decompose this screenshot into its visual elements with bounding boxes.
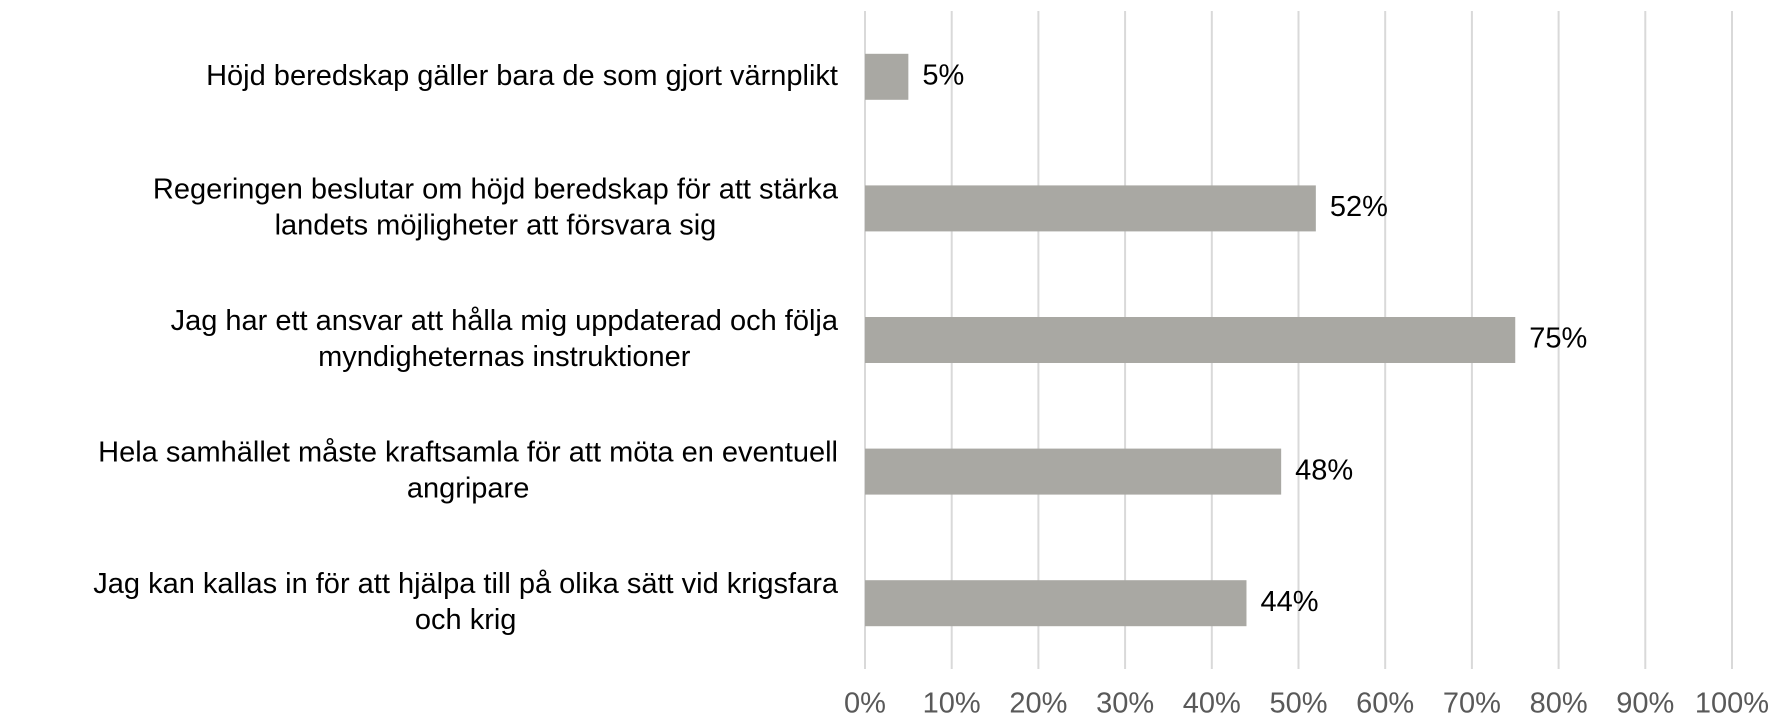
bar — [865, 185, 1316, 232]
category-label-line: landets möjligheter att försvara sig — [275, 209, 717, 241]
x-tick-label: 90% — [1616, 688, 1674, 719]
x-tick-label: 20% — [1009, 688, 1067, 719]
category-label-line: Höjd beredskap gäller bara de som gjort … — [206, 59, 838, 91]
x-tick-label: 100% — [1695, 688, 1769, 719]
value-label: 75% — [1529, 323, 1587, 355]
value-label: 48% — [1295, 454, 1353, 486]
value-label: 52% — [1330, 191, 1388, 223]
value-label: 5% — [922, 59, 964, 91]
category-label-line: och krig — [415, 604, 517, 636]
category-label-line: Regeringen beslutar om höjd beredskap fö… — [153, 173, 839, 205]
category-label: Regeringen beslutar om höjd beredskap fö… — [153, 173, 839, 241]
category-label-line: myndigheternas instruktioner — [318, 341, 691, 373]
x-tick-label: 80% — [1530, 688, 1588, 719]
x-tick-label: 40% — [1183, 688, 1241, 719]
x-tick-label: 10% — [923, 688, 981, 719]
category-label: Jag har ett ansvar att hålla mig uppdate… — [171, 305, 839, 373]
x-tick-label: 60% — [1356, 688, 1414, 719]
bar — [865, 580, 1247, 627]
x-tick-label: 50% — [1269, 688, 1327, 719]
category-label-line: Jag kan kallas in för att hjälpa till på… — [93, 568, 839, 600]
x-tick-label: 70% — [1443, 688, 1501, 719]
category-label: Höjd beredskap gäller bara de som gjort … — [206, 59, 838, 91]
category-label-line: angripare — [407, 472, 530, 504]
bar — [865, 53, 909, 100]
x-tick-label: 0% — [844, 688, 886, 719]
category-label-line: Hela samhället måste kraftsamla för att … — [98, 436, 838, 468]
category-label: Hela samhället måste kraftsamla för att … — [98, 436, 838, 504]
bar — [865, 317, 1516, 363]
x-tick-label: 30% — [1096, 688, 1154, 719]
bar — [865, 448, 1282, 495]
category-label-line: Jag har ett ansvar att hålla mig uppdate… — [171, 305, 839, 337]
category-label: Jag kan kallas in för att hjälpa till på… — [93, 568, 839, 636]
value-label: 44% — [1260, 586, 1318, 618]
